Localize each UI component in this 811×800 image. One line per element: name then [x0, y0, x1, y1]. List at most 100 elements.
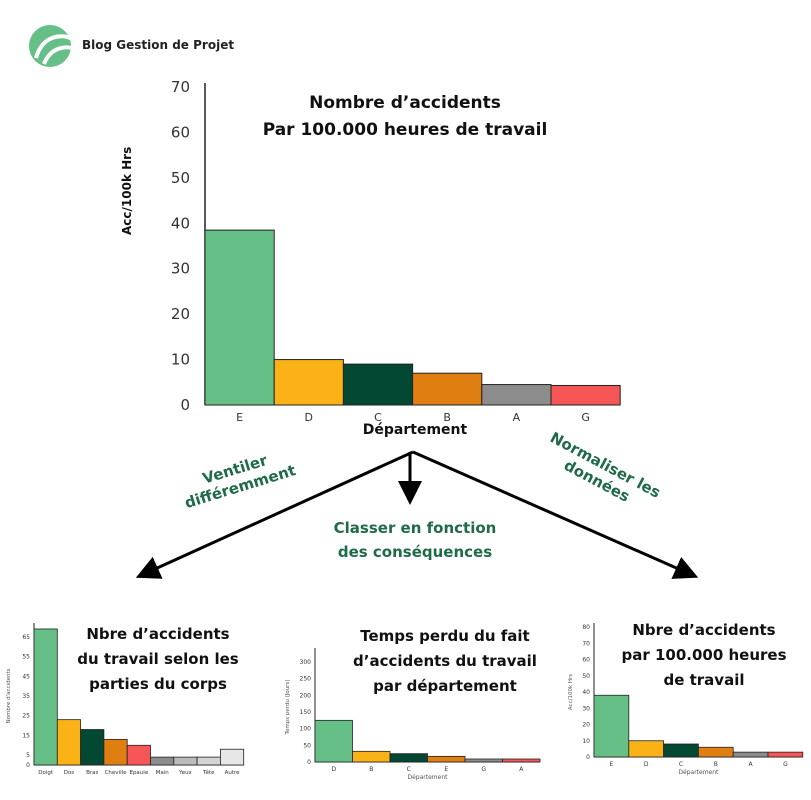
main-category-label: E [236, 411, 243, 424]
body-parts-category-label: Epaule [129, 770, 148, 776]
main-bar [550, 384, 621, 406]
main-y-axis-label: Acc/100k Hrs [120, 146, 134, 235]
body-parts-bar [80, 729, 105, 766]
normalized-x-axis-label: Département [678, 769, 719, 776]
normalized-y-tick: 80 [582, 624, 590, 631]
body-parts-bar [33, 628, 58, 766]
body-parts-y-tick: 45 [22, 673, 30, 680]
normalized-y-tick: 20 [582, 722, 590, 729]
normalized-category-label: B [714, 761, 718, 768]
main-category-label: G [581, 411, 590, 424]
lost-time-bar [314, 719, 353, 763]
normalized-bar [767, 751, 804, 758]
normalized-bar [593, 694, 630, 758]
normalized-bar [663, 743, 699, 758]
logo-text: Blog Gestion de Projet [82, 38, 235, 52]
main-bar [273, 359, 344, 406]
body-parts-category-label: Autre [225, 770, 241, 776]
branch-label-ventiler: Ventiler différemment [182, 451, 298, 513]
small-chart-right-title: Nbre d’accidents par 100.000 heures de t… [621, 621, 787, 689]
body-parts-bar [126, 744, 151, 766]
body-parts-category-label: Main [156, 770, 170, 776]
main-y-tick: 30 [171, 260, 190, 278]
normalized-category-label: E [610, 761, 614, 768]
normalized-category-label: G [783, 761, 788, 768]
normalized-category-label: A [749, 761, 754, 768]
body-parts-bar [150, 756, 175, 766]
main-bar [342, 363, 414, 406]
normalized-y-tick: 50 [582, 673, 590, 680]
lost-time-bar [427, 755, 466, 763]
branch-label-normaliser: Normaliser les données [547, 428, 664, 506]
branch-label-classer: Classer en fonction des conséquences [333, 519, 497, 561]
body-parts-category-label: Yeux [178, 770, 192, 776]
main-y-tick: 50 [171, 169, 190, 187]
main-y-tick: 70 [171, 78, 190, 96]
body-parts-y-tick: 55 [22, 654, 30, 661]
main-category-label: D [305, 411, 313, 424]
lost-time-y-tick: 200 [300, 692, 312, 699]
lost-time-category-label: G [481, 766, 486, 773]
lost-time-bar [389, 753, 428, 763]
body-parts-category-label: Dos [64, 770, 75, 776]
main-y-tick: 10 [171, 351, 190, 369]
body-parts-category-label: Doigt [38, 770, 54, 776]
body-parts-bar [103, 738, 128, 766]
normalized-category-label: C [679, 761, 683, 768]
lost-time-y-tick: 250 [300, 676, 312, 683]
lost-time-category-label: D [331, 766, 336, 773]
body-parts-y-tick: 65 [22, 634, 30, 641]
lost-time-y-tick: 50 [303, 742, 311, 749]
main-bar [204, 229, 275, 406]
lost-time-y-tick: 0 [307, 759, 311, 766]
body-parts-y-tick: 35 [22, 693, 30, 700]
normalized-bar [732, 751, 769, 758]
body-parts-category-label: Bras [86, 770, 98, 776]
lost-time-y-axis-label: Temps perdu (Jours) [285, 680, 291, 736]
logo-icon [29, 25, 78, 67]
normalized-bar [628, 740, 664, 758]
main-y-tick: 20 [171, 305, 190, 323]
lost-time-category-label: C [407, 766, 411, 773]
body-parts-category-label: Tête [202, 769, 215, 776]
body-parts-y-axis-label: Nombre d'accidents [6, 668, 12, 723]
main-y-tick: 40 [171, 214, 190, 232]
body-parts-bar [173, 756, 198, 766]
body-parts-y-tick: 15 [22, 732, 30, 739]
body-parts-category-label: Cheville [105, 770, 128, 776]
normalized-y-tick: 0 [586, 754, 590, 761]
lost-time-y-tick: 300 [300, 659, 312, 666]
lost-time-bar [502, 758, 541, 763]
normalized-y-tick: 10 [582, 738, 590, 745]
lost-time-category-label: B [369, 766, 373, 773]
lost-time-bar [352, 750, 391, 763]
normalized-y-tick: 60 [582, 657, 590, 664]
lost-time-y-tick: 100 [300, 726, 312, 733]
main-bar [481, 384, 552, 406]
body-parts-y-tick: 0 [26, 762, 30, 769]
lost-time-category-label: E [444, 766, 448, 773]
small-chart-left-title: Nbre d’accidents du travail selon les pa… [77, 625, 239, 693]
normalized-y-tick: 30 [582, 705, 590, 712]
main-chart-title-line1: Nombre d’accidents [309, 93, 501, 113]
body-parts-y-tick: 25 [22, 713, 30, 720]
main-y-tick: 60 [171, 123, 190, 141]
main-bar [412, 372, 483, 406]
body-parts-bar [196, 756, 221, 766]
main-x-axis-label: Département [362, 422, 468, 438]
main-y-tick: 0 [180, 396, 190, 414]
body-parts-y-tick: 5 [26, 752, 30, 759]
lost-time-x-axis-label: Département [408, 774, 449, 781]
normalized-category-label: D [644, 761, 649, 768]
body-parts-bar [56, 719, 81, 766]
lost-time-category-label: A [519, 766, 524, 773]
main-category-label: A [513, 411, 521, 424]
normalized-y-tick: 70 [582, 640, 590, 647]
logo [28, 24, 228, 68]
small-chart-center-title: Temps perdu du fait d’accidents du trava… [353, 627, 537, 695]
normalized-y-axis-label: Acc/100k Hrs [568, 674, 574, 710]
lost-time-bar [464, 758, 503, 763]
normalized-bar [698, 746, 734, 758]
body-parts-bar [219, 748, 245, 766]
main-chart-title-line2: Par 100.000 heures de travail [262, 120, 548, 140]
